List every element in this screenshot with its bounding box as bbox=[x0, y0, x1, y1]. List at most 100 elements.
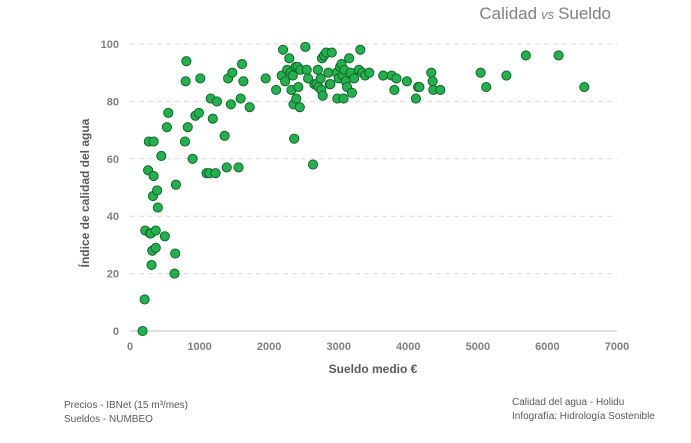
data-point bbox=[219, 130, 230, 141]
data-point bbox=[179, 136, 191, 147]
data-point bbox=[427, 76, 438, 87]
data-point bbox=[401, 76, 412, 87]
data-point bbox=[152, 202, 163, 213]
footer-prices-source: Precios - IBNet (15 m³/mes) bbox=[64, 400, 188, 411]
data-point bbox=[414, 82, 425, 93]
x-tick-label: 4000 bbox=[396, 341, 420, 353]
data-point bbox=[244, 102, 255, 113]
chart-title-right: Sueldo bbox=[558, 4, 611, 23]
data-point bbox=[435, 84, 446, 95]
data-point bbox=[303, 73, 314, 84]
data-point bbox=[391, 73, 402, 84]
data-point bbox=[293, 82, 304, 93]
data-point bbox=[355, 44, 366, 55]
y-tick-label: 100 bbox=[101, 39, 119, 51]
data-point bbox=[170, 179, 181, 190]
data-point bbox=[211, 96, 223, 107]
data-point bbox=[182, 122, 193, 133]
data-points bbox=[137, 41, 590, 337]
data-point bbox=[148, 136, 159, 147]
data-point bbox=[235, 93, 246, 104]
data-point bbox=[326, 47, 337, 58]
data-point bbox=[260, 73, 271, 84]
data-point bbox=[278, 44, 289, 55]
data-point bbox=[181, 56, 192, 67]
y-tick-label: 0 bbox=[113, 326, 119, 338]
footer-sources-left: Precios - IBNet (15 m³/mes) Sueldos - NU… bbox=[64, 399, 188, 427]
y-tick-label: 20 bbox=[107, 269, 119, 281]
data-point bbox=[169, 268, 180, 279]
data-point bbox=[150, 225, 161, 236]
data-point bbox=[300, 41, 311, 52]
data-point bbox=[389, 84, 400, 95]
data-point bbox=[475, 67, 486, 78]
data-point bbox=[317, 90, 328, 101]
data-point bbox=[227, 67, 238, 78]
data-point bbox=[344, 53, 355, 64]
y-axis-title: Índice de calidad del agua bbox=[77, 118, 92, 267]
data-point bbox=[225, 99, 236, 110]
data-point bbox=[378, 70, 389, 81]
data-point bbox=[312, 64, 323, 75]
data-point bbox=[221, 162, 232, 173]
data-point bbox=[280, 76, 291, 87]
data-point bbox=[287, 70, 298, 81]
data-point bbox=[294, 102, 305, 113]
data-point bbox=[553, 50, 564, 61]
data-point bbox=[289, 133, 300, 144]
data-point bbox=[207, 113, 218, 124]
data-point bbox=[271, 84, 282, 95]
footer-salaries-source: Sueldos - NUMBEO bbox=[64, 414, 153, 425]
data-point bbox=[410, 93, 421, 104]
data-point bbox=[348, 73, 360, 84]
x-tick-label: 7000 bbox=[605, 341, 629, 353]
scatter-chart: 0 20 40 60 80 100 0 1000 2000 3000 4000 5000 6000 70… bbox=[77, 39, 629, 376]
data-point bbox=[146, 259, 157, 271]
x-tick-labels: 0 1000 2000 3000 4000 5000 6000 7000 bbox=[127, 341, 629, 353]
data-point bbox=[579, 82, 590, 93]
chart-title-vs: vs bbox=[541, 7, 555, 22]
data-point bbox=[152, 185, 163, 196]
data-point bbox=[284, 53, 295, 64]
grid-lines bbox=[130, 43, 617, 275]
data-point bbox=[180, 76, 191, 87]
data-point bbox=[137, 325, 148, 337]
chart-title-left: Calidad bbox=[479, 4, 538, 23]
data-point bbox=[301, 64, 312, 75]
data-point bbox=[323, 67, 334, 78]
y-tick-label: 40 bbox=[107, 211, 119, 223]
data-point bbox=[325, 79, 336, 90]
x-tick-label: 1000 bbox=[187, 341, 211, 353]
x-tick-label: 6000 bbox=[535, 341, 559, 353]
data-point bbox=[520, 50, 531, 61]
data-point bbox=[481, 82, 492, 93]
x-axis-title: Sueldo medio € bbox=[329, 362, 418, 376]
data-point bbox=[238, 76, 249, 87]
data-point bbox=[139, 294, 150, 305]
x-tick-label: 0 bbox=[127, 341, 133, 353]
x-tick-label: 2000 bbox=[257, 341, 281, 353]
data-point bbox=[148, 170, 159, 182]
data-point bbox=[195, 73, 206, 84]
data-point bbox=[187, 153, 198, 164]
x-tick-label: 5000 bbox=[466, 341, 490, 353]
data-point bbox=[307, 159, 319, 170]
chart-title: Calidad vs Sueldo bbox=[479, 4, 611, 24]
data-point bbox=[364, 67, 375, 78]
data-point bbox=[193, 107, 204, 118]
data-point bbox=[501, 70, 512, 81]
data-point bbox=[315, 73, 326, 84]
footer-infographic-credit: Infografía: Hidrología Sostenible bbox=[512, 411, 655, 422]
data-point bbox=[291, 93, 302, 104]
data-point bbox=[161, 122, 172, 133]
y-tick-labels: 0 20 40 60 80 100 bbox=[101, 39, 119, 338]
y-tick-label: 60 bbox=[107, 154, 119, 166]
data-point bbox=[338, 93, 349, 104]
data-point bbox=[426, 67, 437, 78]
data-point bbox=[210, 168, 221, 179]
data-point bbox=[156, 150, 167, 161]
data-point bbox=[163, 107, 174, 118]
x-tick-label: 3000 bbox=[326, 341, 350, 353]
y-tick-label: 80 bbox=[107, 96, 119, 108]
footer-quality-source: Calidad del agua - Holidu bbox=[512, 397, 625, 408]
